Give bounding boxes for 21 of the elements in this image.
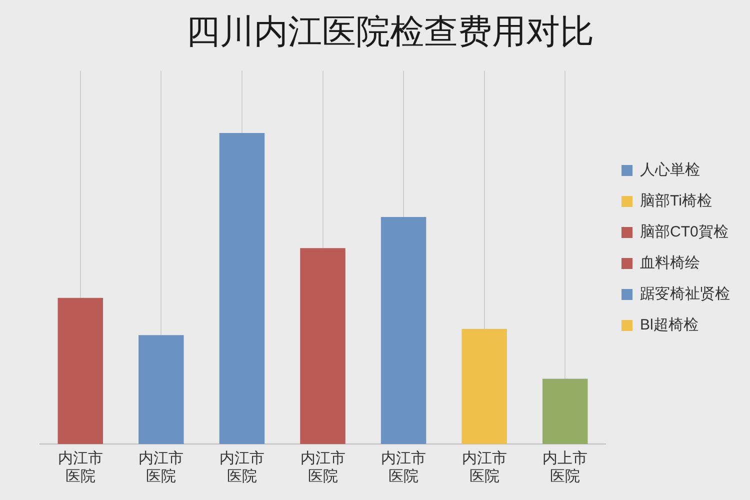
bar xyxy=(462,328,507,444)
legend-label: 脑部CT0賀检 xyxy=(640,224,728,241)
bar xyxy=(542,378,588,444)
bar xyxy=(380,216,426,444)
bar xyxy=(219,133,265,444)
x-tick-label: 内上市医院 xyxy=(542,450,588,486)
legend-label: 人心単检 xyxy=(640,162,700,179)
x-tick-label: 内江市医院 xyxy=(381,450,426,486)
bar xyxy=(58,298,104,444)
x-tick-label: 内江市医院 xyxy=(58,450,103,486)
x-tick-label: 内江市医院 xyxy=(300,450,346,486)
legend-label: 脑部Ti椅检 xyxy=(640,192,712,210)
legend-label: 踞叜椅祉贤检 xyxy=(640,286,730,303)
legend-label: Bl超椅检 xyxy=(640,316,698,334)
legend-label: 血料椅绘 xyxy=(640,254,700,272)
x-tick-label: 内江市医院 xyxy=(219,450,264,486)
x-tick-label: 内江市医院 xyxy=(462,450,507,486)
bar xyxy=(300,248,346,444)
bar xyxy=(138,335,184,444)
chart-title: 四川内江医院检查费用对比 xyxy=(186,12,594,52)
x-tick-label: 内江市医院 xyxy=(138,450,184,486)
